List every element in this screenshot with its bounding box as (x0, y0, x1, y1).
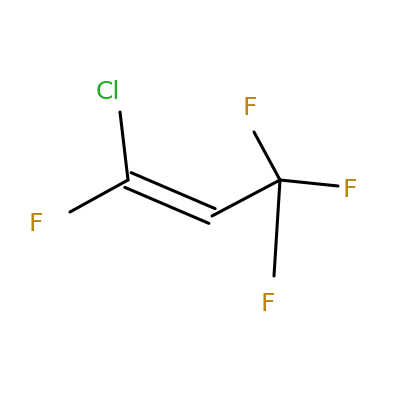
Text: F: F (243, 96, 257, 120)
Text: F: F (261, 292, 275, 316)
Text: Cl: Cl (96, 80, 120, 104)
Text: F: F (29, 212, 43, 236)
Text: F: F (343, 178, 357, 202)
